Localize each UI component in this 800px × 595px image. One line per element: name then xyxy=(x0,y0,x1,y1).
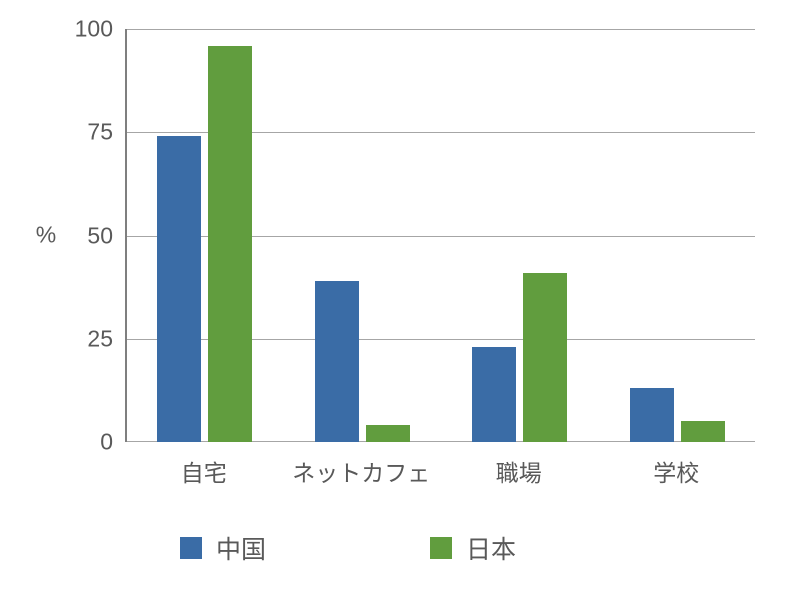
legend-item: 日本 xyxy=(430,530,516,566)
x-tick-label: 自宅 xyxy=(181,454,227,488)
bar xyxy=(630,388,674,442)
legend-item: 中国 xyxy=(180,530,266,566)
y-tick-label: 75 xyxy=(87,119,113,146)
bar-chart: % 0 25 50 75 100 自宅 ネットカフェ 職場 学校 中国 日本 xyxy=(0,0,800,595)
y-tick-label: 25 xyxy=(87,325,113,352)
legend-swatch xyxy=(180,537,202,559)
x-tick-label: 職場 xyxy=(496,454,542,488)
y-axis-title: % xyxy=(36,222,56,249)
bar xyxy=(157,136,201,442)
x-tick-label: ネットカフェ xyxy=(292,454,430,488)
y-axis-line xyxy=(125,29,127,442)
plot-area xyxy=(125,29,755,442)
legend-swatch xyxy=(430,537,452,559)
x-tick-label: 学校 xyxy=(653,454,699,488)
bar xyxy=(208,46,252,442)
bar xyxy=(366,425,410,442)
bar xyxy=(472,347,516,442)
bar xyxy=(523,273,567,442)
legend-label: 日本 xyxy=(466,530,516,566)
bar xyxy=(681,421,725,442)
y-tick-label: 0 xyxy=(100,429,113,456)
y-tick-label: 100 xyxy=(75,16,113,43)
legend-label: 中国 xyxy=(216,530,266,566)
gridline xyxy=(125,29,755,30)
bar xyxy=(315,281,359,442)
y-tick-label: 50 xyxy=(87,222,113,249)
